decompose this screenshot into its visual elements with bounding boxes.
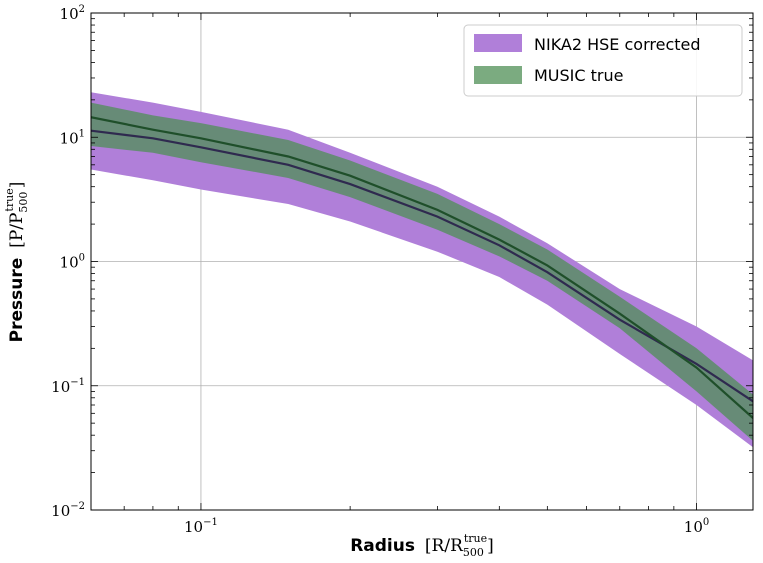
legend-label-music: MUSIC true bbox=[534, 66, 623, 85]
tick-labels: 10−1 100 10−2 10−1 100 101 102 bbox=[51, 4, 709, 536]
band-nika2-hse-corrected bbox=[91, 92, 753, 448]
median-line-music-true bbox=[91, 116, 753, 419]
y-tick-label-0: 10−2 bbox=[51, 501, 85, 520]
series-median-lines bbox=[91, 116, 753, 419]
y-tick-label-2: 100 bbox=[60, 253, 85, 272]
y-tick-label-3: 101 bbox=[60, 128, 85, 147]
legend: NIKA2 HSE corrected MUSIC true bbox=[463, 24, 743, 97]
y-tick-label-4: 102 bbox=[60, 4, 85, 23]
y-tick-label-1: 10−1 bbox=[51, 377, 85, 396]
band-music-true bbox=[91, 102, 753, 441]
median-line-nika2-hse-corrected bbox=[91, 129, 753, 403]
x-axis-label: Radius [R/R500true] bbox=[350, 532, 494, 559]
y-axis-label: Pressure [P/P500true] bbox=[3, 182, 30, 343]
legend-swatch-nika2 bbox=[474, 34, 522, 52]
x-tick-label-1: 100 bbox=[684, 517, 709, 536]
legend-label-nika2: NIKA2 HSE corrected bbox=[534, 35, 701, 54]
tick-marks bbox=[90, 12, 753, 511]
series-bands bbox=[91, 92, 753, 448]
legend-swatch-music bbox=[474, 66, 522, 84]
legend-box bbox=[463, 24, 743, 97]
x-tick-label-0: 10−1 bbox=[184, 517, 218, 536]
